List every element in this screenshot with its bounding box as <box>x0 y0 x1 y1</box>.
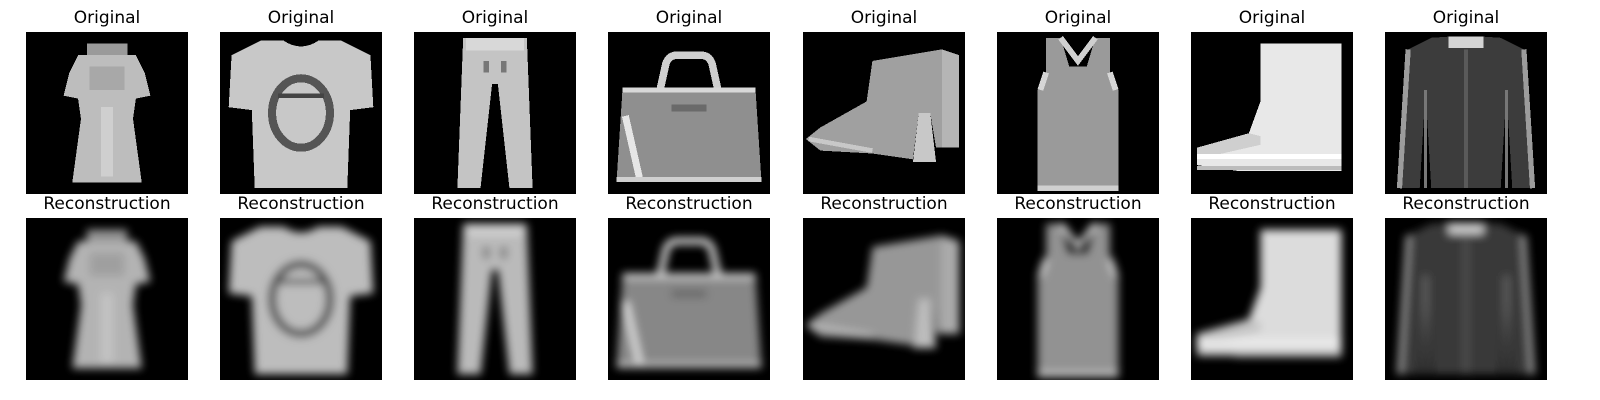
subplot-title: Original <box>1161 8 1383 28</box>
tank-top-icon <box>997 218 1159 380</box>
ankle-boot-image <box>803 32 965 194</box>
white-boot-icon <box>1191 218 1353 380</box>
dress-icon <box>26 32 188 194</box>
trousers-icon <box>414 32 576 194</box>
dress-icon <box>26 218 188 380</box>
subplot-title: Original <box>578 8 800 28</box>
subplot-title: Original <box>384 8 606 28</box>
subplot-title: Reconstruction <box>384 194 606 214</box>
subplot-title: Original <box>0 8 218 28</box>
subplot-title: Reconstruction <box>967 194 1189 214</box>
trousers-image <box>414 32 576 194</box>
subplot-title: Original <box>1355 8 1577 28</box>
bag-image <box>608 32 770 194</box>
white-boot-image <box>1191 218 1353 380</box>
bag-icon <box>608 218 770 380</box>
tshirt-image <box>220 218 382 380</box>
subplot-title: Reconstruction <box>1161 194 1383 214</box>
subplot-title: Original <box>773 8 995 28</box>
subplot-title: Reconstruction <box>773 194 995 214</box>
subplot-title: Reconstruction <box>1355 194 1577 214</box>
shirt-icon <box>1385 32 1547 194</box>
ankle-boot-image <box>803 218 965 380</box>
bag-icon <box>608 32 770 194</box>
shirt-icon <box>1385 218 1547 380</box>
ankle-boot-icon <box>803 32 965 194</box>
tank-top-icon <box>997 32 1159 194</box>
ankle-boot-icon <box>803 218 965 380</box>
dress-image <box>26 218 188 380</box>
subplot-title: Original <box>190 8 412 28</box>
subplot-title: Reconstruction <box>0 194 218 214</box>
shirt-image <box>1385 218 1547 380</box>
tank-top-image <box>997 218 1159 380</box>
subplot-title: Original <box>967 8 1189 28</box>
subplot-title: Reconstruction <box>578 194 800 214</box>
white-boot-image <box>1191 32 1353 194</box>
trousers-image <box>414 218 576 380</box>
tank-top-image <box>997 32 1159 194</box>
shirt-image <box>1385 32 1547 194</box>
bag-image <box>608 218 770 380</box>
tshirt-icon <box>220 218 382 380</box>
tshirt-image <box>220 32 382 194</box>
tshirt-icon <box>220 32 382 194</box>
trousers-icon <box>414 218 576 380</box>
subplot-title: Reconstruction <box>190 194 412 214</box>
dress-image <box>26 32 188 194</box>
white-boot-icon <box>1191 32 1353 194</box>
